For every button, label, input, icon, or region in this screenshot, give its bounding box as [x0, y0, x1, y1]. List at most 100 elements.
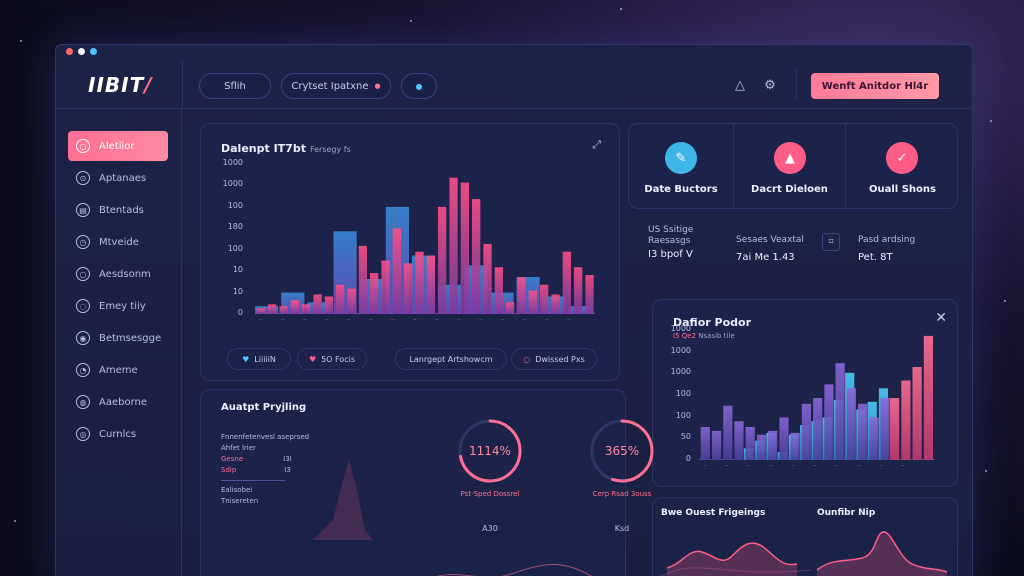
y-axis-label: 1000: [670, 345, 691, 355]
notification-icon[interactable]: △: [735, 78, 745, 93]
bar-pink-21[interactable]: [494, 267, 503, 314]
bar-pink-4[interactable]: [302, 304, 311, 314]
stat-card-1[interactable]: ✎ Date Buctors: [629, 124, 734, 208]
x-axis-tick: ··: [769, 463, 773, 470]
legend-item-3[interactable]: Lanrgept Artshowcm: [395, 348, 507, 370]
bar-pink-28[interactable]: [574, 267, 583, 314]
key-value-list: Fnnenfetenvesl aseprsed Ahfet lrier Gesn…: [221, 433, 310, 505]
bar-purple-13[interactable]: [846, 388, 856, 460]
bar-pink-16[interactable]: [438, 206, 447, 314]
x-axis-tick: ··: [369, 317, 373, 324]
expand-icon[interactable]: ⤢: [592, 138, 601, 151]
legend-item-2[interactable]: ♥ 5O Focis: [297, 348, 367, 370]
bar-pink-0[interactable]: [256, 308, 265, 314]
bar-purple-14[interactable]: [858, 403, 868, 460]
bar-pink-20[interactable]: [923, 335, 933, 460]
sidebar-item-4[interactable]: ◷ Mtveide: [68, 227, 168, 257]
bar-purple-7[interactable]: [779, 417, 789, 460]
bar-purple-3[interactable]: [734, 421, 744, 460]
bar-pink-19[interactable]: [912, 367, 922, 460]
app-logo[interactable]: IIBIT/: [88, 73, 153, 97]
bar-pink-8[interactable]: [347, 288, 356, 314]
sidebar-item-9[interactable]: ◍ Aaeborne: [68, 387, 168, 417]
bar-purple-16[interactable]: [880, 398, 890, 460]
sidebar-item-5[interactable]: ○ Aesdsonm: [68, 259, 168, 289]
gauge-1-value: 1114%: [469, 444, 511, 458]
bar-pink-22[interactable]: [506, 302, 515, 314]
bar-pink-26[interactable]: [551, 294, 560, 315]
sidebar-item-3[interactable]: ▤ Btentads: [68, 195, 168, 225]
bar-pink-17[interactable]: [890, 398, 900, 460]
bar-purple-6[interactable]: [768, 430, 778, 460]
bar-pink-14[interactable]: [415, 251, 424, 314]
bar-pink-18[interactable]: [901, 380, 911, 461]
bar-pink-11[interactable]: [381, 260, 390, 315]
x-axis-tick: ··: [435, 317, 439, 324]
bar-purple-9[interactable]: [801, 403, 811, 460]
close-dot[interactable]: [66, 48, 73, 55]
heart-icon: ♥: [308, 354, 317, 364]
x-axis-tick: ··: [281, 317, 285, 324]
sidebar-item-8[interactable]: ◔ Ameme: [68, 355, 168, 385]
bar-purple-4[interactable]: [745, 427, 755, 460]
nav-pill-2[interactable]: Crytset Ipatxne ●: [281, 73, 391, 99]
maximize-dot[interactable]: [90, 48, 97, 55]
bar-purple-12[interactable]: [835, 363, 845, 460]
bar-pink-9[interactable]: [358, 245, 367, 314]
y-axis-label: 100: [227, 200, 243, 210]
sidebar-item-2[interactable]: ⊙ Aptanaes: [68, 163, 168, 193]
bar-pink-29[interactable]: [585, 275, 594, 314]
sidebar-item-7[interactable]: ◉ Betmsesgge: [68, 323, 168, 353]
sidebar-item-label: Mtveide: [99, 236, 139, 248]
stat-card-3[interactable]: ✓ Ouall Shons: [846, 124, 959, 208]
bar-pink-7[interactable]: [336, 284, 345, 314]
bar-pink-13[interactable]: [404, 263, 413, 314]
filter-icon[interactable]: ⌗: [822, 233, 840, 251]
status-toggle[interactable]: ●: [401, 73, 437, 99]
y-axis-label: 50: [680, 432, 691, 442]
bar-pink-5[interactable]: [313, 294, 322, 315]
gauge-arc: [458, 419, 522, 483]
bar-pink-18[interactable]: [460, 182, 469, 314]
stat-icon-1: ✎: [665, 142, 697, 174]
bottom-right-panel: Bwe Ouest Frigeings Ounfibr Nip: [652, 497, 958, 576]
bar-pink-25[interactable]: [540, 284, 549, 314]
sidebar-item-6[interactable]: ◌ Emey tiiy: [68, 291, 168, 321]
legend-item-1[interactable]: ♥ LiiiiiN: [227, 348, 291, 370]
x-axis-tick: ··: [545, 317, 549, 324]
help-icon: ◎: [76, 427, 90, 441]
bar-pink-24[interactable]: [528, 290, 537, 314]
bar-purple-5[interactable]: [756, 434, 767, 460]
y-axis-label: 1000: [222, 158, 243, 167]
bar-pink-12[interactable]: [392, 228, 401, 314]
close-icon[interactable]: ✕: [935, 310, 947, 326]
bar-purple-1[interactable]: [711, 430, 722, 460]
dot-indicator-icon: ●: [374, 82, 381, 90]
bar-purple-2[interactable]: [723, 405, 733, 460]
bar-blue-0[interactable]: [255, 306, 279, 314]
bar-pink-19[interactable]: [472, 199, 481, 314]
legend-item-4[interactable]: ○ Dwissed Pxs: [511, 348, 597, 370]
nav-pill-1[interactable]: Sflih: [199, 73, 271, 99]
bar-pink-6[interactable]: [324, 296, 333, 315]
bar-pink-15[interactable]: [426, 255, 435, 314]
bar-pink-20[interactable]: [483, 243, 492, 314]
bar-purple-10[interactable]: [813, 398, 823, 460]
bar-pink-27[interactable]: [562, 251, 571, 314]
bar-pink-23[interactable]: [517, 277, 526, 314]
settings-icon[interactable]: ⚙: [764, 78, 776, 93]
primary-action-button[interactable]: Wenft Anitdor Hl4r: [811, 73, 939, 99]
bar-pink-2[interactable]: [279, 306, 288, 314]
bar-pink-3[interactable]: [290, 300, 299, 314]
bar-purple-0[interactable]: [700, 427, 710, 460]
sidebar-item-1[interactable]: ○ Aletiior: [68, 131, 168, 161]
bar-purple-15[interactable]: [869, 417, 879, 460]
bar-pink-1[interactable]: [268, 304, 277, 314]
bar-pink-17[interactable]: [449, 177, 458, 314]
minimize-dot[interactable]: [78, 48, 85, 55]
bar-purple-11[interactable]: [824, 384, 834, 460]
stat-card-2[interactable]: ▲ Dacrt Dieloen: [734, 124, 846, 208]
bar-pink-10[interactable]: [370, 273, 379, 314]
bar-purple-8[interactable]: [790, 432, 800, 460]
sidebar-item-10[interactable]: ◎ Curnlcs: [68, 419, 168, 449]
